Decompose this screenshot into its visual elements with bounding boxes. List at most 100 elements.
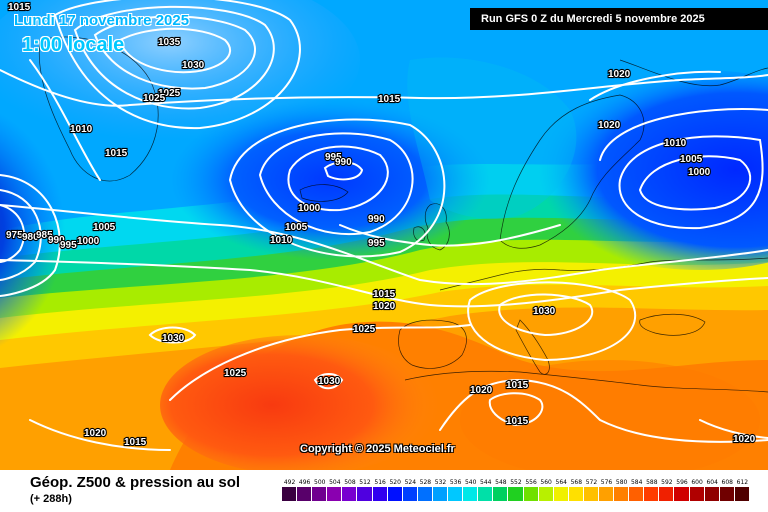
isobar-label: 1030 xyxy=(533,306,556,317)
legend-step: 512 xyxy=(357,478,373,501)
legend-swatch xyxy=(538,487,554,501)
isobar-label: 1025 xyxy=(143,93,166,104)
legend-value: 520 xyxy=(389,479,401,486)
russia-low-shading xyxy=(520,70,768,270)
isobar-1025-europe xyxy=(467,281,637,362)
legend-swatch xyxy=(659,487,675,501)
legend-value: 612 xyxy=(736,479,749,486)
legend-value: 544 xyxy=(480,479,492,486)
isobar-label: 995 xyxy=(60,240,77,251)
legend-step: 592 xyxy=(659,478,675,501)
isobar-label: 975 xyxy=(6,230,23,241)
isobar-label: 980 xyxy=(22,232,39,243)
legend-step: 520 xyxy=(387,478,403,501)
africa-warm xyxy=(460,360,760,470)
legend-step: 588 xyxy=(644,478,660,501)
legend-step: 552 xyxy=(508,478,524,501)
iberia-coast xyxy=(398,319,467,369)
legend-value: 516 xyxy=(374,479,386,486)
isobar-label: 1025 xyxy=(353,324,376,335)
isobar-1005-russia xyxy=(618,135,764,230)
legend-step: 536 xyxy=(448,478,464,501)
legend-step: 492 xyxy=(282,478,298,501)
legend-step: 596 xyxy=(674,478,690,501)
legend-step: 516 xyxy=(372,478,388,501)
legend-value: 536 xyxy=(449,479,462,486)
isobar-995-front xyxy=(339,224,561,247)
isobar-1025-atlantic xyxy=(169,324,471,401)
legend-value: 508 xyxy=(344,479,356,486)
isobar-labrador-low xyxy=(0,204,25,263)
isobar-1010-russia xyxy=(599,108,768,161)
isobar-label: 1020 xyxy=(608,69,631,80)
isobar-1030-europe xyxy=(498,293,594,337)
legend-swatch xyxy=(629,487,645,501)
legend-value: 584 xyxy=(630,479,643,486)
legend-swatch xyxy=(342,487,358,501)
legend-value: 556 xyxy=(525,479,537,486)
isobar-label: 1030 xyxy=(162,333,185,344)
legend-swatch xyxy=(734,487,750,501)
isobar-label: 995 xyxy=(368,238,385,249)
isobar-1020-egypt xyxy=(699,419,768,439)
isobar-label: 1015 xyxy=(105,148,128,159)
legend-step: 580 xyxy=(614,478,630,501)
legend-value: 496 xyxy=(298,479,311,486)
isobar-labels: 1015 1035 1030 1025 1025 1010 1015 1015 … xyxy=(5,1,757,449)
forecast-local-time: 1:00 locale xyxy=(22,34,125,56)
isobar-label: 1000 xyxy=(688,167,711,178)
north-africa-coast xyxy=(404,370,768,393)
isobar-1020-africa xyxy=(439,378,768,443)
legend-value: 592 xyxy=(661,479,673,486)
isobar-label: 1020 xyxy=(470,385,493,396)
legend-step: 600 xyxy=(689,478,705,501)
british-isles-coast xyxy=(413,203,450,251)
legend-swatch xyxy=(432,487,449,501)
legend-swatch xyxy=(387,487,403,501)
legend-value: 528 xyxy=(419,479,432,486)
legend-value: 572 xyxy=(585,479,598,486)
legend-step: 548 xyxy=(493,478,509,501)
legend-swatch xyxy=(372,487,388,501)
azores-hot-core xyxy=(160,335,440,470)
legend-value: 596 xyxy=(676,479,688,486)
isobar-1020-sw xyxy=(29,419,171,451)
legend-value: 608 xyxy=(721,479,733,486)
copyright-notice: Copyright © 2025 Meteociel.fr xyxy=(300,443,455,455)
legend-step: 496 xyxy=(297,478,313,501)
legend-value: 604 xyxy=(706,479,718,486)
legend-value: 500 xyxy=(314,479,326,486)
isobar-label: 1005 xyxy=(680,154,703,165)
legend-value: 564 xyxy=(555,479,567,486)
isobar-1030-mid xyxy=(148,326,197,344)
isobar-label: 1020 xyxy=(733,434,756,445)
isobar-label: 1015 xyxy=(8,2,31,13)
isobar-label: 1015 xyxy=(373,289,396,300)
isobar-label: 1015 xyxy=(378,94,401,105)
isobar-1000-russia xyxy=(638,155,752,211)
color-scale-legend: 492 496 500 504 508 512 516 520 524 528 532 536 540 5… xyxy=(282,478,750,501)
isobar-label: 1010 xyxy=(664,138,687,149)
isobar-995-iceland xyxy=(323,161,364,181)
iceland-low-shading xyxy=(170,100,490,260)
legend-swatch xyxy=(553,487,569,501)
isobar-1030 xyxy=(93,15,256,90)
legend-value: 588 xyxy=(646,479,658,486)
isobar-label: 1015 xyxy=(506,416,529,427)
isobar-1020-front xyxy=(0,259,768,308)
isobar-1025 xyxy=(73,5,275,110)
legend-swatch xyxy=(357,487,373,501)
legend-swatch xyxy=(508,487,524,501)
map-parameter-title: Géop. Z500 & pression au sol xyxy=(30,474,241,491)
legend-swatch xyxy=(448,487,464,501)
legend-step: 556 xyxy=(523,478,539,501)
legend-step: 504 xyxy=(327,478,343,501)
greenland-coast xyxy=(38,36,159,182)
isobars xyxy=(0,0,768,451)
legend-swatch xyxy=(704,487,720,501)
legend-swatch xyxy=(493,487,509,501)
legend-swatch xyxy=(689,487,705,501)
legend-value: 568 xyxy=(570,479,583,486)
isobar-label: 1005 xyxy=(285,222,308,233)
isobar-label: 1000 xyxy=(77,236,100,247)
